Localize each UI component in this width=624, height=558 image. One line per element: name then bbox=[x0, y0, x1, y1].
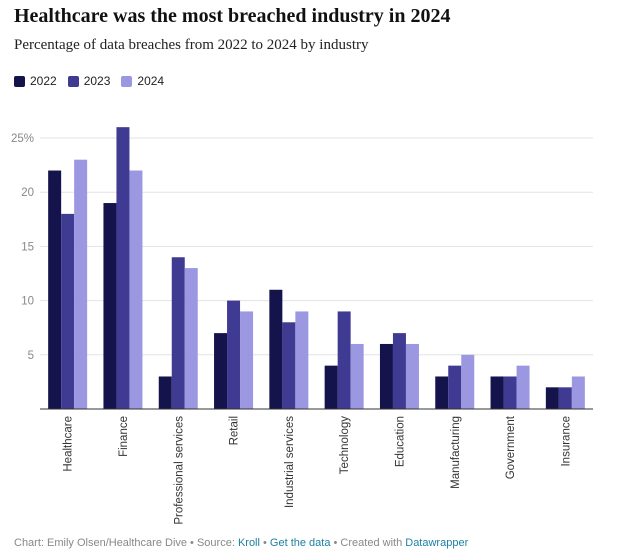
bar-technology-2023 bbox=[337, 311, 351, 409]
bar-government-2024 bbox=[516, 365, 530, 409]
bar-finance-2022 bbox=[103, 203, 117, 409]
bar-professional-services-2024 bbox=[184, 268, 198, 409]
bar-healthcare-2024 bbox=[74, 159, 88, 409]
bar-professional-services-2022 bbox=[158, 376, 172, 409]
bar-industrial-services-2022 bbox=[269, 289, 283, 409]
bar-technology-2024 bbox=[350, 343, 364, 409]
legend: 2022 2023 2024 bbox=[14, 74, 175, 88]
bar-finance-2024 bbox=[129, 170, 143, 409]
y-tick-label: 15 bbox=[21, 241, 34, 253]
legend-label-2023: 2023 bbox=[83, 74, 111, 88]
x-category-label: Retail bbox=[229, 416, 241, 445]
legend-swatch-2024 bbox=[121, 75, 133, 87]
bar-healthcare-2022 bbox=[48, 170, 62, 409]
bar-retail-2022 bbox=[214, 333, 228, 409]
y-tick-label: 20 bbox=[21, 187, 34, 199]
legend-item-2023: 2023 bbox=[67, 74, 111, 88]
bar-insurance-2022 bbox=[545, 387, 559, 409]
bar-chart: 5 10 15 20 25% Healthcare Finance Professional … bbox=[11, 127, 593, 525]
bar-finance-2023 bbox=[116, 127, 130, 409]
y-tick-label: 25% bbox=[11, 133, 34, 145]
bar-manufacturing-2022 bbox=[435, 376, 449, 409]
datawrapper-link[interactable]: Datawrapper bbox=[405, 537, 469, 549]
x-category-label: Manufacturing bbox=[450, 416, 462, 489]
bar-government-2023 bbox=[503, 376, 517, 409]
bar-insurance-2024 bbox=[571, 376, 585, 409]
y-tick-label: 5 bbox=[28, 350, 34, 362]
bar-government-2022 bbox=[490, 376, 504, 409]
x-category-label: Education bbox=[394, 416, 406, 467]
x-category-label: Professional services bbox=[173, 416, 185, 525]
bar-industrial-services-2023 bbox=[282, 322, 296, 409]
x-category-label: Government bbox=[505, 415, 517, 479]
x-category-label: Insurance bbox=[560, 416, 572, 467]
bar-insurance-2023 bbox=[558, 387, 572, 409]
bar-education-2023 bbox=[392, 333, 406, 409]
y-tick-label: 10 bbox=[21, 296, 34, 308]
bar-manufacturing-2023 bbox=[448, 365, 462, 409]
legend-label-2022: 2022 bbox=[30, 74, 57, 88]
legend-label-2024: 2024 bbox=[137, 74, 165, 88]
x-category-label: Industrial services bbox=[284, 416, 296, 508]
x-category-label: Finance bbox=[118, 416, 130, 457]
footer-created-with: • Created with bbox=[330, 537, 406, 549]
source-link[interactable]: Kroll bbox=[237, 537, 260, 549]
bar-industrial-services-2024 bbox=[295, 311, 309, 409]
bar-technology-2022 bbox=[324, 365, 338, 409]
bar-healthcare-2023 bbox=[61, 213, 75, 409]
legend-swatch-2023 bbox=[67, 75, 79, 87]
bar-manufacturing-2024 bbox=[461, 354, 475, 409]
chart-footer: Chart: Emily Olsen/Healthcare Dive • Sou… bbox=[14, 537, 468, 549]
legend-swatch-2022 bbox=[14, 75, 25, 87]
bar-education-2024 bbox=[405, 343, 419, 409]
chart-subtitle: Percentage of data breaches from 2022 to… bbox=[14, 37, 369, 53]
x-category-label: Healthcare bbox=[63, 416, 75, 472]
bar-education-2022 bbox=[379, 343, 393, 409]
chart-title: Healthcare was the most breached industr… bbox=[14, 5, 451, 27]
bar-professional-services-2023 bbox=[171, 257, 185, 409]
bar-retail-2023 bbox=[227, 300, 241, 409]
legend-item-2022: 2022 bbox=[14, 74, 57, 88]
footer-separator: • bbox=[259, 537, 270, 549]
footer-credit: Chart: Emily Olsen/Healthcare Dive • Sou… bbox=[14, 537, 238, 549]
get-the-data-link[interactable]: Get the data bbox=[269, 537, 331, 549]
legend-item-2024: 2024 bbox=[121, 74, 164, 88]
x-category-label: Technology bbox=[339, 416, 351, 474]
bar-retail-2024 bbox=[240, 311, 254, 409]
